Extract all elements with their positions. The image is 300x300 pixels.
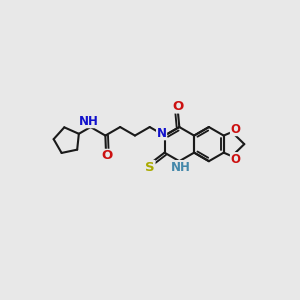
Text: S: S (145, 160, 155, 174)
Text: NH: NH (79, 115, 99, 128)
Text: O: O (101, 149, 112, 162)
Text: O: O (230, 123, 241, 136)
Text: O: O (230, 153, 241, 166)
Text: N: N (157, 127, 166, 140)
Text: O: O (172, 100, 184, 113)
Text: NH: NH (171, 160, 191, 174)
